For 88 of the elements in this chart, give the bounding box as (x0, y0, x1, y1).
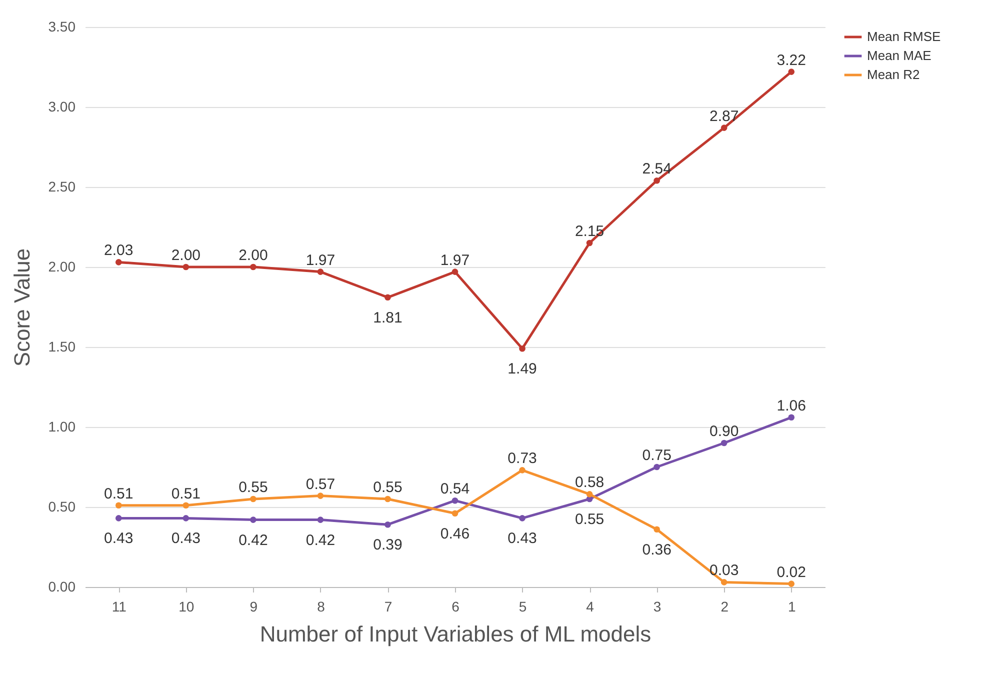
data-label: 1.97 (306, 252, 336, 269)
point (182, 515, 190, 522)
x-axis-title: Number of Input Variables of ML models (260, 622, 652, 646)
point (182, 264, 190, 270)
point (115, 259, 122, 266)
point (519, 515, 526, 522)
y-tick-label: 1.50 (48, 338, 76, 354)
y-tick-label: 3.50 (48, 18, 76, 34)
point (452, 497, 458, 504)
point (115, 502, 122, 509)
x-tick-label: 4 (586, 598, 594, 614)
point (452, 268, 458, 275)
point (384, 521, 391, 528)
y-axis-title: Score Value (9, 248, 34, 367)
x-tick-label: 5 (518, 598, 527, 614)
data-label: 2.03 (104, 242, 134, 260)
x-tick-label: 6 (452, 598, 460, 614)
data-label: 0.90 (709, 423, 739, 440)
y-tick-label: 2.50 (48, 178, 76, 194)
point (317, 268, 324, 275)
legend-label: Mean R2 (867, 67, 920, 82)
data-label: 0.55 (373, 479, 402, 496)
x-tick-label: 2 (720, 598, 729, 614)
y-tick-label: 2.00 (48, 258, 76, 274)
x-tick-label: 11 (112, 598, 127, 614)
point (452, 510, 458, 517)
legend-label: Mean RMSE (867, 29, 942, 44)
point (317, 516, 324, 523)
data-label: 0.43 (104, 530, 134, 548)
legend-label: Mean MAE (867, 48, 932, 63)
data-label: 2.00 (238, 247, 268, 264)
y-tick-label: 0.00 (48, 578, 76, 594)
data-label: 0.54 (440, 480, 470, 498)
point (788, 580, 795, 587)
data-label: 1.06 (776, 397, 806, 414)
data-label: 0.02 (776, 564, 806, 581)
data-label: 1.97 (440, 252, 470, 269)
point (115, 515, 122, 522)
data-label: 0.03 (709, 562, 739, 580)
y-tick-label: 0.50 (48, 498, 76, 514)
point (519, 467, 526, 474)
y-tick-label: 1.00 (48, 418, 76, 434)
data-label: 0.42 (238, 532, 268, 549)
point (586, 491, 593, 498)
data-label: 0.55 (238, 479, 268, 496)
data-label: 2.87 (709, 108, 739, 125)
point (788, 414, 795, 421)
data-label: 0.46 (440, 525, 470, 542)
data-label: 0.36 (642, 541, 672, 558)
x-tick-label: 10 (178, 598, 194, 614)
x-tick-label: 3 (653, 598, 662, 614)
point (720, 579, 728, 586)
x-tick-label: 7 (384, 598, 392, 614)
data-label: 0.58 (574, 474, 604, 492)
data-label: 1.81 (373, 309, 402, 326)
x-tick-label: 8 (317, 598, 326, 614)
data-label: 0.73 (508, 450, 537, 468)
point (317, 492, 324, 499)
data-label: 0.43 (508, 530, 537, 548)
data-label: 0.51 (104, 485, 134, 502)
data-label: 2.00 (171, 247, 201, 264)
point (182, 502, 190, 509)
point (654, 464, 660, 470)
data-label: 2.54 (642, 160, 672, 178)
point (384, 294, 391, 301)
data-label: 0.42 (306, 532, 336, 549)
point (586, 240, 593, 246)
x-tick-label: 1 (788, 598, 796, 614)
point (720, 440, 728, 446)
point (654, 526, 660, 533)
data-label: 0.55 (574, 511, 604, 528)
data-label: 0.51 (171, 485, 201, 502)
point (720, 124, 728, 131)
point (788, 68, 795, 75)
data-label: 0.39 (373, 536, 402, 554)
point (250, 516, 256, 523)
x-tick-label: 9 (250, 598, 258, 614)
point (654, 177, 660, 184)
point (250, 264, 256, 270)
data-label: 0.75 (642, 447, 672, 464)
data-label: 3.22 (776, 52, 806, 69)
y-tick-label: 3.00 (48, 98, 76, 114)
point (384, 496, 391, 502)
data-label: 0.43 (171, 530, 201, 548)
point (519, 345, 526, 352)
data-label: 0.57 (306, 476, 336, 493)
data-label: 1.49 (508, 360, 537, 378)
point (250, 496, 256, 502)
